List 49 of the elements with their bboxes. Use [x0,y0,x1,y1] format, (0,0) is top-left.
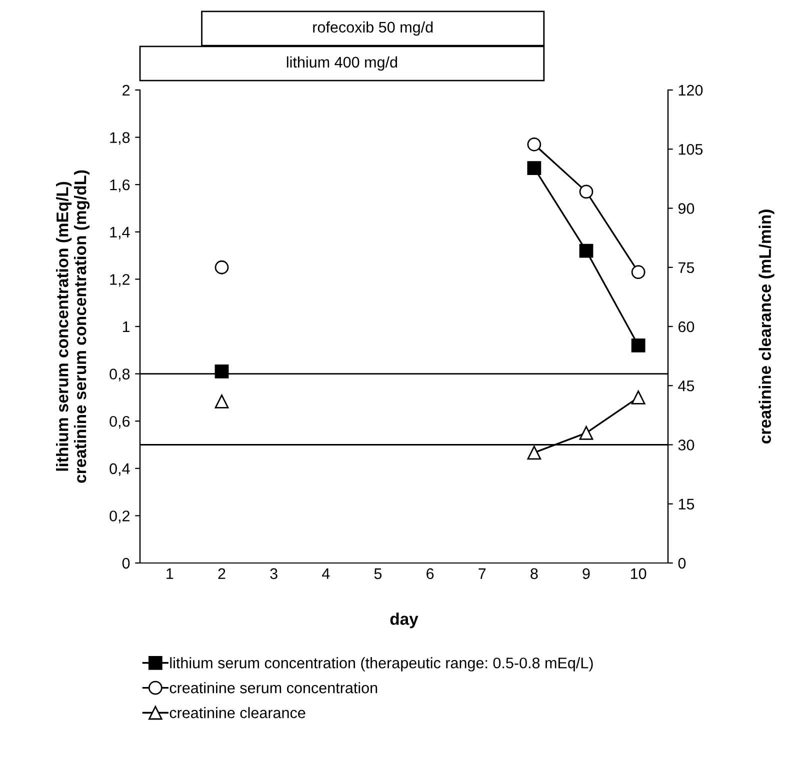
point [527,137,542,152]
y-tick-label: 1 [122,322,130,332]
y2-tick-label: 90 [678,203,694,214]
y2-tick-label: 15 [678,498,694,510]
x-axis-title: day [390,612,418,628]
text: lithium 400 mg/d [286,56,398,71]
point [527,161,542,175]
y-tick-label: 0,4 [110,463,130,476]
y-tick-label: 0,6 [110,416,130,429]
y2-tick-label: 120 [678,84,703,96]
y2-tick-label: 0 [678,558,686,569]
x-tick-label: 7 [478,568,486,579]
y-tick-label: 2 [122,84,130,96]
point [631,390,646,404]
y-axis-title: lithium serum concentration (mEq/L) creatinine serum concentration (mg/dL) [56,170,90,483]
y2-tick-label: 30 [678,440,694,450]
point [579,426,594,440]
y2-axis-title: creatinine clearance (mL/min) [758,210,774,444]
legend-label: lithium serum concentration (therapeutic range: 0.5-0.8 mEq/L) [170,657,593,672]
x-tick-label: 5 [374,568,382,580]
point [214,394,229,408]
y-tick-label: 1,6 [110,179,130,192]
point [631,265,646,280]
x-tick-label: 8 [530,568,538,580]
x-tick-label: 6 [426,568,434,580]
x-tick-label: 1 [166,568,174,579]
legend-label: creatinine serum concentration [170,682,378,694]
y-tick-label: 1,4 [110,226,130,240]
x-tick-label: 3 [270,568,278,580]
legend-label: creatinine clearance [170,707,306,718]
point [527,446,542,460]
point [631,338,646,352]
x-tick-label: 10 [630,568,646,580]
y-tick-label: 0,2 [110,510,130,524]
y2-tick-label: 45 [678,380,694,392]
point [214,260,229,274]
text: rofecoxib 50 mg/d [313,21,433,36]
point [579,244,594,258]
x-tick-label: 2 [218,568,226,579]
y-tick-label: 0,8 [110,368,130,382]
y2-tick-label: 75 [678,262,694,274]
y-tick-label: 1,2 [110,274,130,287]
y-tick-label: 0 [122,558,130,569]
point [579,184,594,199]
y2-tick-label: 105 [678,144,703,155]
x-tick-label: 4 [322,568,330,579]
y-tick-label: 1,8 [110,132,130,145]
y2-tick-label: 60 [678,321,694,332]
x-tick-label: 9 [582,568,590,580]
